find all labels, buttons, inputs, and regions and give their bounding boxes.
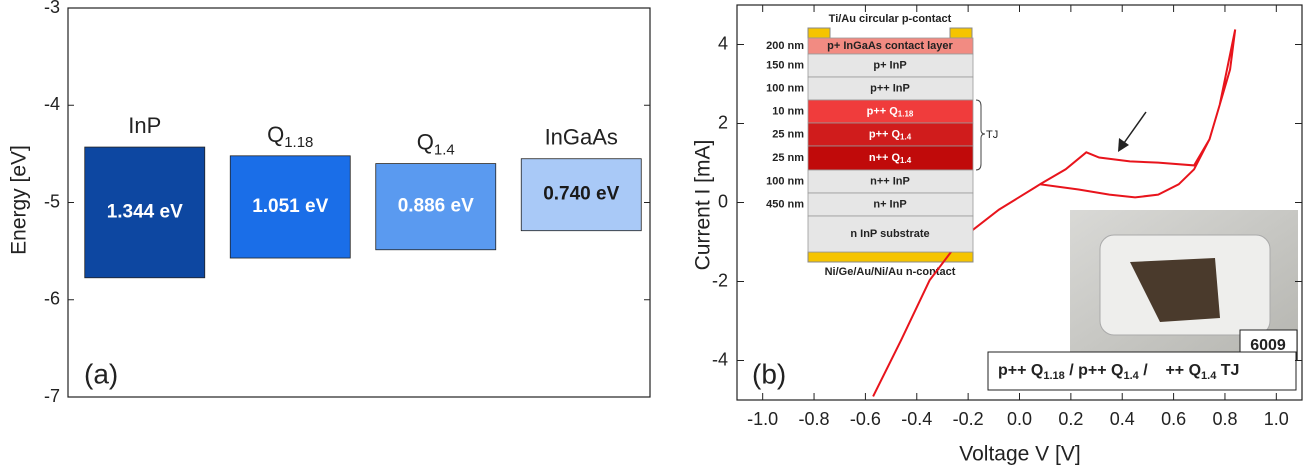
value-label: 0.886 eV <box>398 196 474 217</box>
layer-thickness: 100 nm <box>766 175 804 187</box>
band-bar <box>229 155 351 259</box>
layer-name: p++ InP <box>870 82 910 94</box>
category-name: Q <box>267 122 284 147</box>
layer-name: n InP substrate <box>850 228 929 240</box>
y-tick-label: -4 <box>712 349 728 369</box>
x-tick-label: -1.0 <box>747 409 778 429</box>
layer-thickness: 450 nm <box>766 198 804 210</box>
arrow <box>1123 111 1147 144</box>
layer-name-text: p++ Q <box>867 105 899 117</box>
structure-text: / p++ Q <box>1065 362 1124 379</box>
y-tick-label: 0 <box>718 191 728 211</box>
category-label: InP <box>128 113 161 138</box>
layer-thickness: 25 nm <box>772 128 804 140</box>
iv-curve <box>872 29 1237 397</box>
category-label: Q1.18 <box>267 122 313 151</box>
y-tick-label: -2 <box>712 270 728 290</box>
layer-name-text: p++ Q <box>869 128 901 140</box>
tj-brace <box>975 99 986 171</box>
structure-subscript: 1.4 <box>1201 370 1217 382</box>
panel-label: (b) <box>752 358 786 389</box>
value-label: 1.344 eV <box>107 201 183 222</box>
layer-name: p+ InGaAs contact layer <box>827 40 953 52</box>
layer-subscript: 1.4 <box>900 133 912 142</box>
contact-pad <box>807 27 831 39</box>
x-tick-label: 0.4 <box>1110 409 1135 429</box>
layer-thickness: 10 nm <box>772 105 804 117</box>
x-tick-label: -0.4 <box>901 409 932 429</box>
structure-text: p++ Q <box>998 362 1043 379</box>
structure-text: TJ <box>1216 362 1239 379</box>
layer-name-text: p+ InGaAs contact layer <box>827 40 953 52</box>
x-tick-label: 0.6 <box>1161 409 1186 429</box>
x-tick-label: -0.6 <box>850 409 881 429</box>
category-label: InGaAs <box>545 125 618 150</box>
y-tick-label: 2 <box>718 112 728 132</box>
contact-pad <box>949 27 973 39</box>
value-label: 1.051 eV <box>252 196 328 217</box>
layer-name-text: n++ Q <box>869 152 901 164</box>
layer-thickness: 25 nm <box>772 152 804 164</box>
category-name: InGaAs <box>545 125 618 150</box>
layer-name: n+ InP <box>873 198 906 210</box>
y-axis-label: Current I [mA] <box>692 140 715 271</box>
structure-text: / ++ Q <box>1139 362 1201 379</box>
sample-chip <box>1130 258 1220 322</box>
layer-name-text: n+ InP <box>873 198 906 210</box>
structure-label: p++ Q1.18 / p++ Q1.4 / ++ Q1.4 TJ <box>998 362 1239 382</box>
layer-thickness: 150 nm <box>766 59 804 71</box>
layer-thickness: 200 nm <box>766 40 804 52</box>
y-tick-label: -5 <box>44 191 60 211</box>
layer-subscript: 1.18 <box>898 110 914 119</box>
layer-name-text: n InP substrate <box>850 228 929 240</box>
band-bar <box>84 146 206 279</box>
category-name: InP <box>128 113 161 138</box>
layer-name: p+ InP <box>873 59 906 71</box>
x-tick-label: 1.0 <box>1264 409 1289 429</box>
x-tick-label: 0.0 <box>1007 409 1032 429</box>
layer-name-text: p+ InP <box>873 59 906 71</box>
x-tick-label: -0.2 <box>953 409 984 429</box>
layer-name: p++ Q1.18 <box>867 105 914 118</box>
y-axis-label: Energy [eV] <box>8 145 31 255</box>
photo-label: 6009 <box>1250 337 1286 354</box>
top-contact-label: Ti/Au circular p-contact <box>829 13 952 25</box>
x-tick-label: 0.2 <box>1058 409 1083 429</box>
category-subscript: 1.18 <box>284 134 313 151</box>
panel-label: (a) <box>84 358 118 389</box>
y-tick-label: 4 <box>718 33 728 53</box>
layer-name-text: p++ InP <box>870 82 910 94</box>
band-bar <box>375 163 497 251</box>
x-tick-label: -0.8 <box>799 409 830 429</box>
layer <box>807 215 974 253</box>
arrow-head <box>1118 138 1129 152</box>
structure-label-box <box>987 351 1297 391</box>
y-tick-label: -3 <box>44 0 60 17</box>
category-subscript: 1.4 <box>434 142 455 159</box>
layer-name-text: n++ InP <box>870 175 910 187</box>
structure-subscript: 1.18 <box>1043 370 1064 382</box>
layer-subscript: 1.4 <box>900 156 912 165</box>
band-bar <box>520 158 642 232</box>
layer-thickness: 100 nm <box>766 82 804 94</box>
layer-name: n++ Q1.4 <box>869 152 912 165</box>
tj-label: TJ <box>986 129 998 141</box>
structure-subscript: 1.4 <box>1123 370 1139 382</box>
x-axis-label: Voltage V [V] <box>959 443 1080 466</box>
layer-name: n++ InP <box>870 175 910 187</box>
value-label: 0.740 eV <box>543 184 619 205</box>
layer-name: p++ Q1.4 <box>869 128 912 141</box>
y-tick-label: -4 <box>44 94 60 114</box>
category-name: Q <box>417 129 434 154</box>
bottom-contact-label: Ni/Ge/Au/Ni/Au n-contact <box>825 266 956 278</box>
y-tick-label: -7 <box>44 386 60 406</box>
x-tick-label: 0.8 <box>1212 409 1237 429</box>
y-tick-label: -6 <box>44 289 60 309</box>
category-label: Q1.4 <box>417 129 455 158</box>
